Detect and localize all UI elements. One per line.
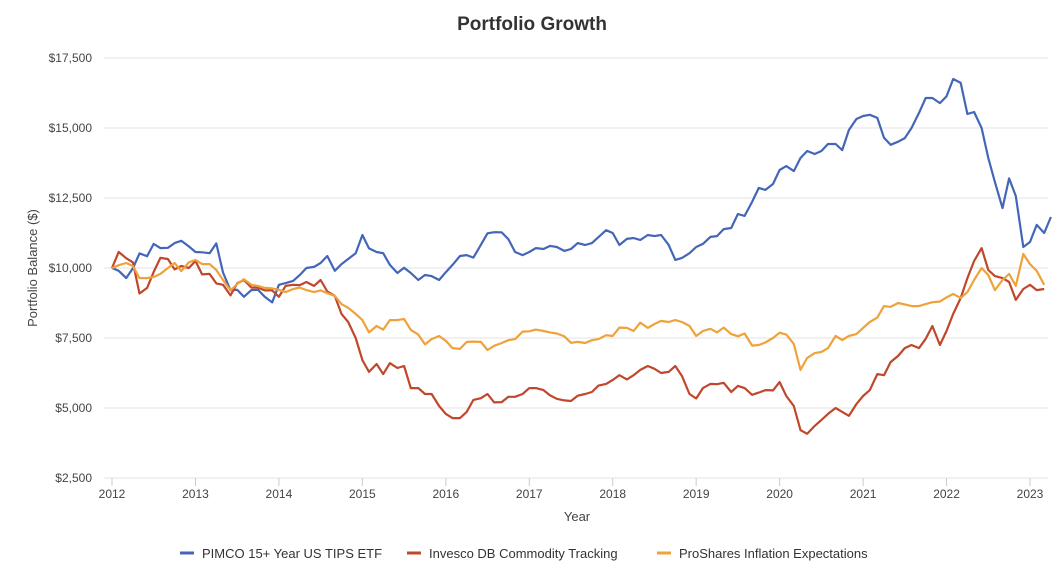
x-tick-label: 2018 — [599, 487, 626, 501]
x-tick-label: 2013 — [182, 487, 209, 501]
y-tick-label: $15,000 — [49, 121, 93, 135]
series-line-2 — [110, 247, 1045, 435]
series-line-3 — [111, 252, 1046, 371]
y-tick-label: $12,500 — [49, 191, 93, 205]
legend-item[interactable]: PIMCO 15+ Year US TIPS ETF — [180, 546, 382, 561]
y-tick-label: $7,500 — [55, 331, 92, 345]
x-tick-label: 2015 — [349, 487, 376, 501]
legend-label: ProShares Inflation Expectations — [679, 546, 868, 561]
x-tick-label: 2020 — [766, 487, 793, 501]
x-tick-label: 2023 — [1017, 487, 1044, 501]
x-tick-label: 2022 — [933, 487, 960, 501]
x-tick-label: 2019 — [683, 487, 710, 501]
y-axis-ticks: $2,500 $5,000 $7,500 $10,000 $12,500 $15,000 $… — [49, 51, 93, 485]
x-tick-label: 2017 — [516, 487, 543, 501]
x-tick-label: 2021 — [850, 487, 877, 501]
y-tick-label: $5,000 — [55, 401, 92, 415]
x-axis-ticks: 2012 2013 2014 2015 2016 2017 2018 2019 2020 2021… — [99, 478, 1044, 501]
y-tick-label: $10,000 — [49, 261, 93, 275]
y-axis-label: Portfolio Balance ($) — [25, 209, 40, 327]
x-tick-label: 2016 — [432, 487, 459, 501]
x-tick-label: 2012 — [99, 487, 126, 501]
chart-title: Portfolio Growth — [457, 14, 607, 35]
grid-lines — [104, 57, 1048, 479]
y-tick-label: $17,500 — [49, 51, 93, 65]
y-tick-label: $2,500 — [55, 471, 92, 485]
x-axis-label: Year — [564, 509, 591, 524]
legend-item[interactable]: ProShares Inflation Expectations — [657, 546, 868, 561]
legend-item[interactable]: Invesco DB Commodity Tracking — [407, 546, 618, 561]
legend-label: Invesco DB Commodity Tracking — [429, 546, 618, 561]
legend-label: PIMCO 15+ Year US TIPS ETF — [202, 546, 382, 561]
series-lines — [110, 77, 1052, 435]
series-line-1 — [111, 77, 1052, 304]
legend: PIMCO 15+ Year US TIPS ETF Invesco DB Com… — [180, 546, 868, 561]
x-tick-label: 2014 — [266, 487, 293, 501]
